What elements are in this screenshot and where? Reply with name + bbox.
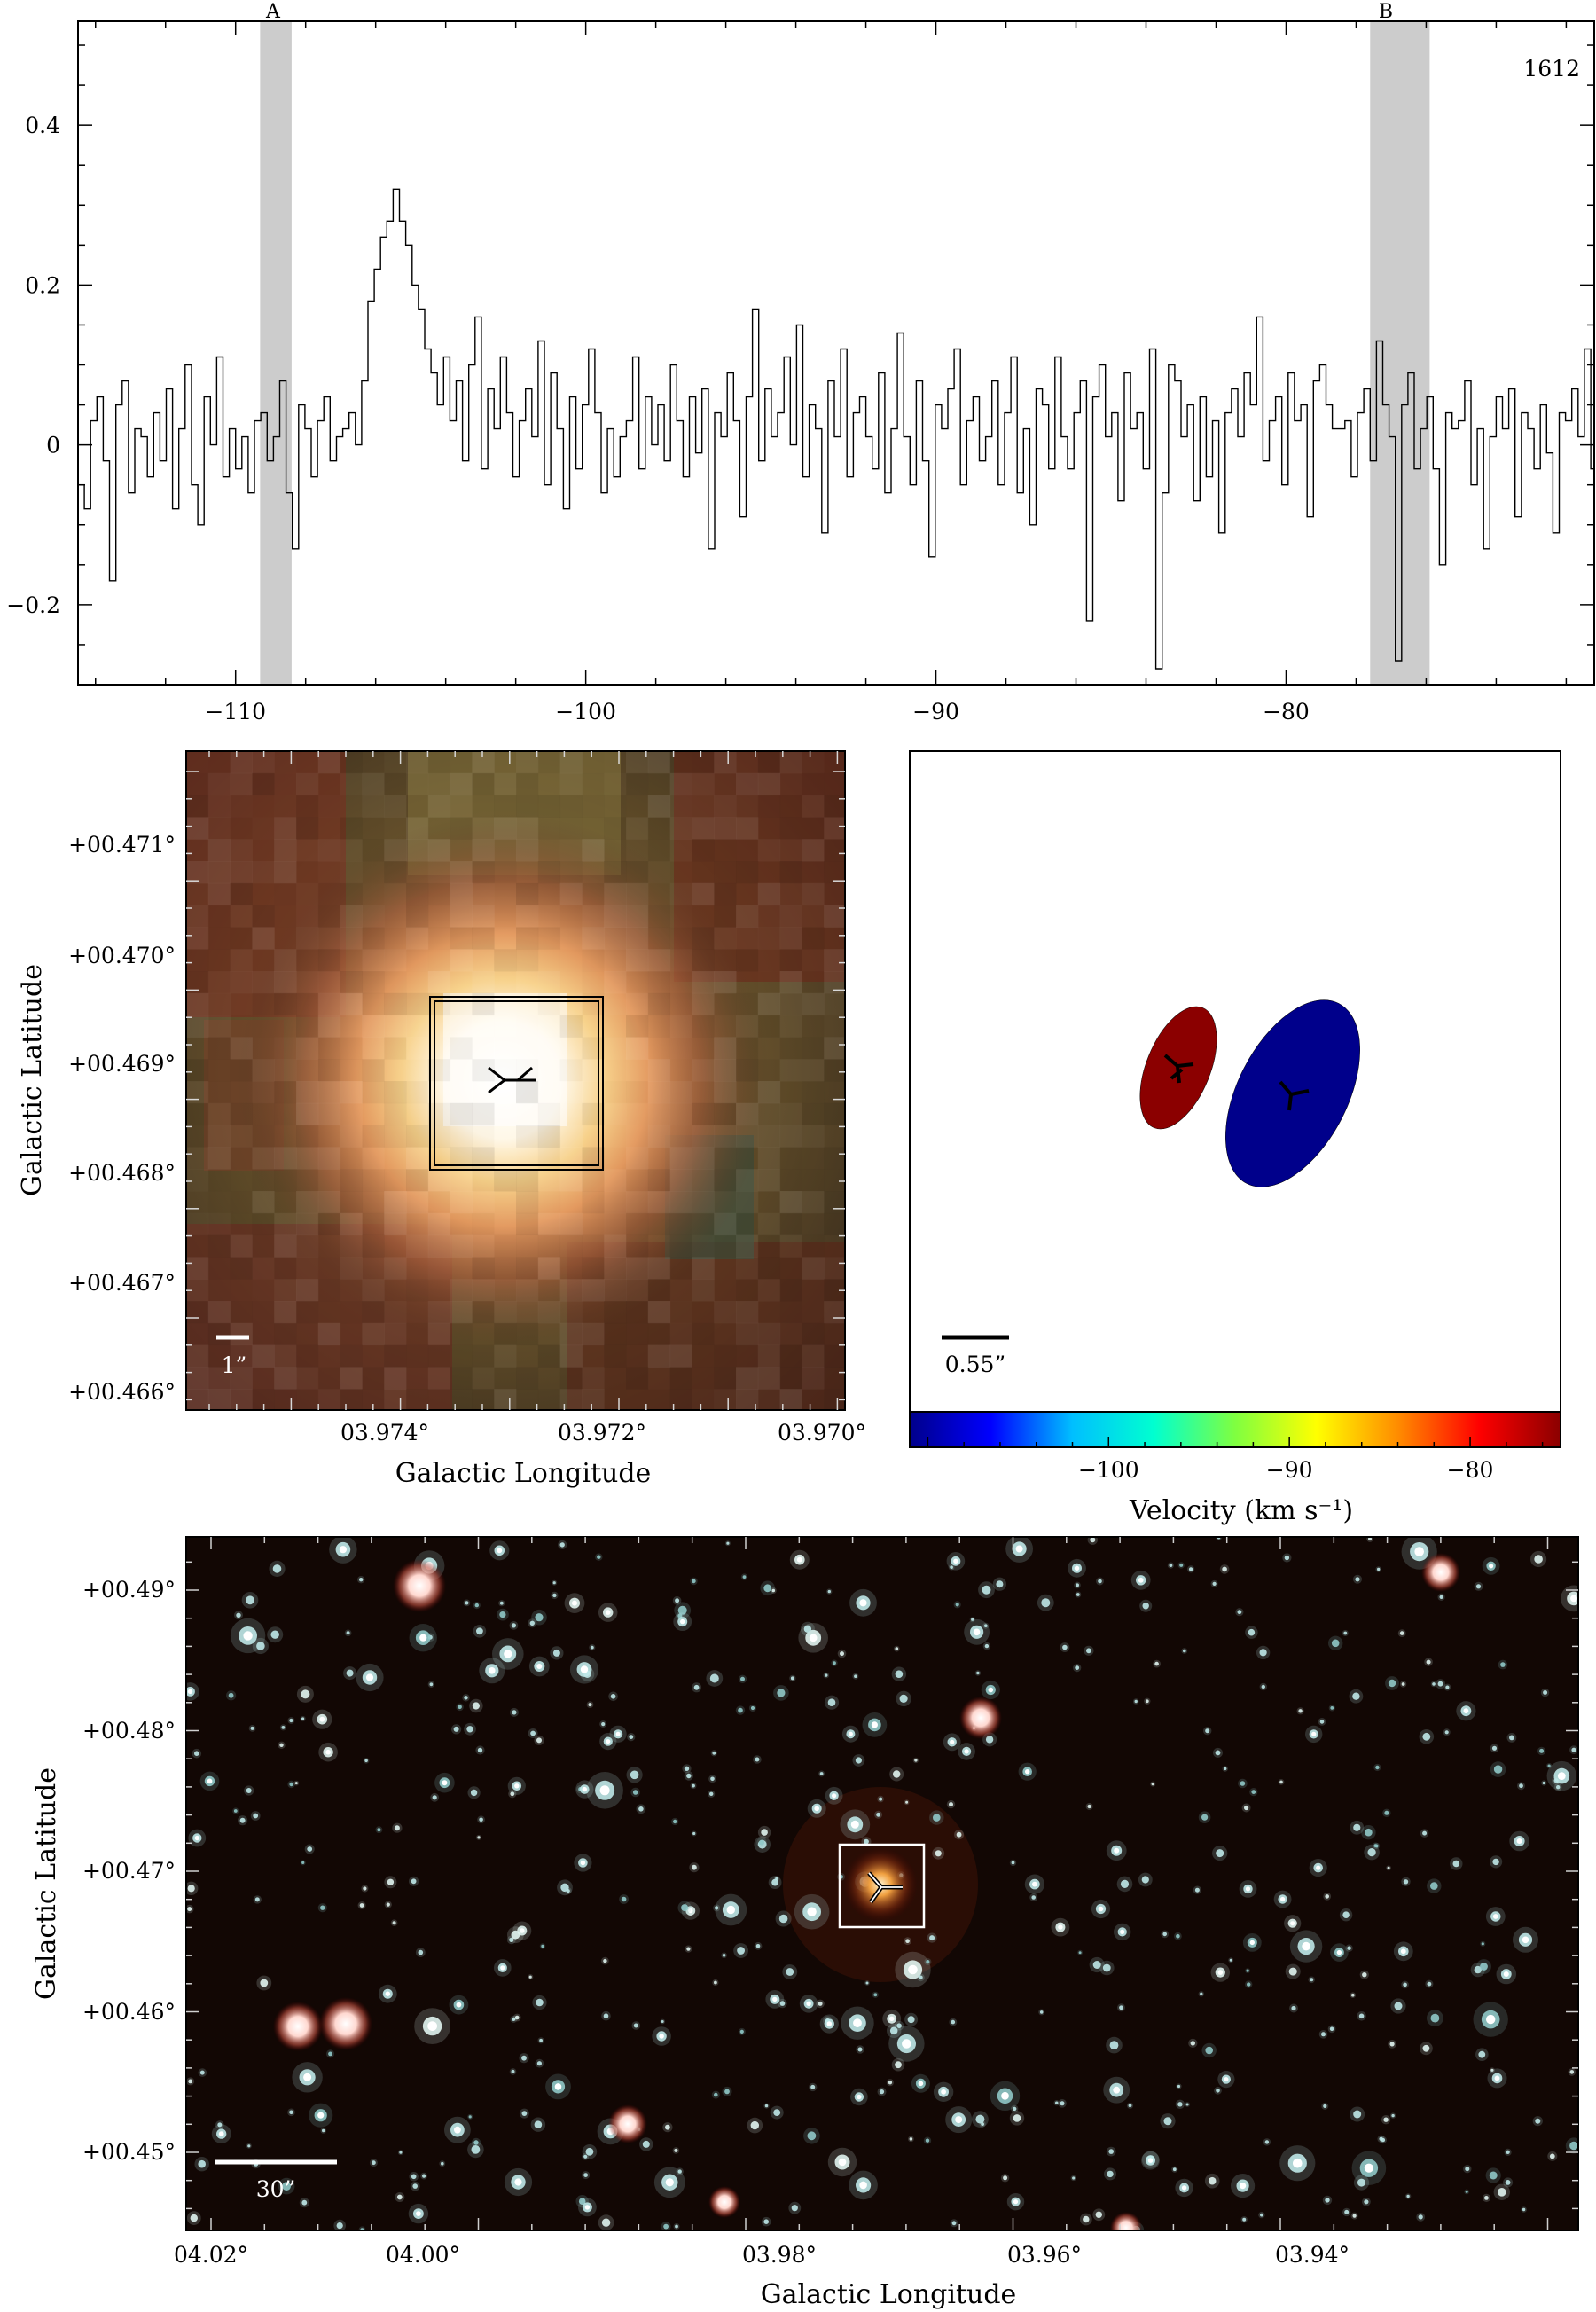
maser-scalebar: 0.55” — [942, 1335, 1009, 1377]
colorbar-label: Velocity (km s⁻¹) — [1129, 1495, 1353, 1526]
spectrum-frame — [77, 20, 1595, 686]
zoom-xlabel: Galactic Longitude — [395, 1458, 652, 1489]
wide-image-panel: 30” +00.49° +00.48° +00.47° +00.46° +00.… — [31, 1536, 1579, 2310]
wide-box — [838, 1843, 926, 1929]
maser-spot-blue — [1225, 999, 1360, 1187]
zoom-ytick-4: +00.467° — [68, 1270, 176, 1296]
zoom-ylabel: Galactic Latitude — [17, 964, 48, 1196]
svg-text:0.55”: 0.55” — [945, 1352, 1005, 1377]
zoom-box-outer — [429, 996, 604, 1171]
band-A-label: A — [265, 1, 281, 23]
band-B — [1370, 21, 1430, 685]
maser-marker-icon — [868, 1872, 903, 1903]
svg-text:30”: 30” — [256, 2176, 296, 2202]
zoom-ytick-1: +00.470° — [68, 943, 176, 968]
wide-ytick-1: +00.48° — [82, 1718, 176, 1744]
maser-map-frame — [909, 750, 1561, 1413]
wide-xtick-3: 03.96° — [1007, 2242, 1082, 2268]
zoom-image-panel: 1” +00.471° +00.470° +00.469° +00.468° +… — [17, 750, 866, 1489]
spectrum-ticks: −110 −100 −90 −80 −0.2 0 0.2 0.4 — [6, 21, 1594, 725]
spectrum-panel: −110 −100 −90 −80 −0.2 0 0.2 0.4 A B 1612 — [6, 1, 1595, 725]
wide-xtick-1: 04.00° — [386, 2242, 460, 2268]
wide-ytick-0: +00.49° — [82, 1577, 176, 1603]
maser-marker-icon — [488, 1066, 536, 1094]
svg-text:1”: 1” — [222, 1352, 247, 1378]
wide-frame — [185, 1536, 1579, 2231]
zoom-ytick-0: +00.471° — [68, 832, 176, 858]
zoom-box-inner — [434, 1000, 599, 1166]
wide-ytick-4: +00.45° — [82, 2139, 176, 2165]
colorbar-tick-label: −80 — [1447, 1457, 1494, 1483]
zoom-xtick-2: 03.970° — [778, 1420, 866, 1446]
spectrum-xtick-label: −80 — [1263, 699, 1310, 725]
wide-xtick-4: 03.94° — [1275, 2242, 1350, 2268]
wide-ticks — [186, 1537, 1578, 2230]
zoom-frame — [185, 750, 846, 1411]
colorbar — [909, 1411, 1561, 1448]
colorbar-tick-label: −90 — [1266, 1457, 1313, 1483]
wide-scalebar: 30” — [215, 2159, 337, 2202]
line-label: 1612 — [1523, 56, 1580, 82]
spectrum-ytick-label: 0 — [46, 433, 60, 458]
wide-ytick-3: +00.46° — [82, 1999, 176, 2025]
wide-image — [186, 1537, 1578, 2230]
maser-map-panel: 0.55” −100 −90 −80 Velocity (km s⁻¹) — [909, 750, 1561, 1526]
maser-marker-icon — [1279, 1080, 1310, 1111]
zoom-xtick-0: 03.974° — [340, 1420, 429, 1446]
wide-ylabel: Galactic Latitude — [31, 1767, 62, 2000]
maser-spot-red — [1139, 1006, 1217, 1130]
spectrum-ytick-label: −0.2 — [6, 592, 60, 618]
spectrum-xtick-label: −110 — [205, 699, 266, 725]
maser-marker-icon — [1163, 1054, 1194, 1084]
wide-ytick-2: +00.47° — [82, 1858, 176, 1884]
zoom-ytick-2: +00.469° — [68, 1051, 176, 1077]
band-B-label: B — [1379, 1, 1393, 23]
spectrum-ytick-label: 0.2 — [25, 272, 60, 298]
spectrum-xtick-label: −90 — [912, 699, 959, 725]
wide-xlabel: Galactic Longitude — [761, 2279, 1017, 2310]
wide-xtick-2: 03.98° — [742, 2242, 817, 2268]
band-A — [260, 21, 292, 685]
wide-xtick-0: 04.02° — [174, 2242, 248, 2268]
zoom-ticks — [186, 751, 845, 1410]
colorbar-tick-label: −100 — [1078, 1457, 1139, 1483]
spectrum-line — [78, 53, 1595, 670]
colorbar-ticks: −100 −90 −80 — [927, 1437, 1544, 1483]
zoom-scalebar: 1” — [216, 1335, 249, 1378]
zoom-ytick-3: +00.468° — [68, 1160, 176, 1186]
spectrum-xtick-label: −100 — [555, 699, 616, 725]
zoom-xtick-1: 03.972° — [558, 1420, 646, 1446]
zoom-ytick-5: +00.466° — [68, 1379, 176, 1405]
spectrum-ytick-label: 0.4 — [25, 113, 60, 138]
